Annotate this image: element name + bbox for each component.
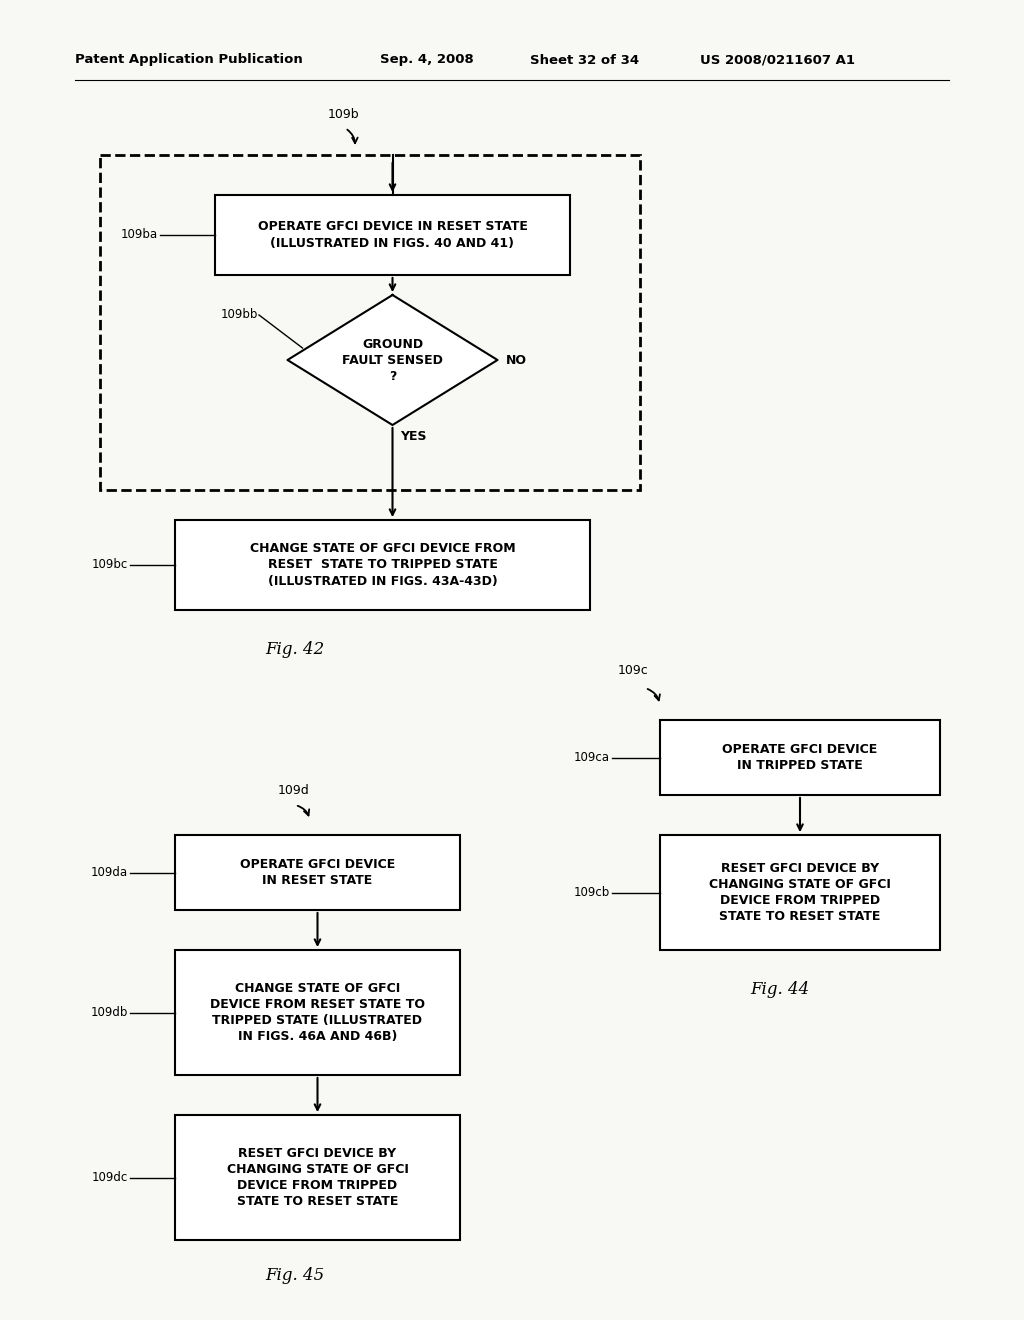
Bar: [100, 154, 640, 490]
Text: YES: YES: [400, 430, 427, 444]
Text: 109b: 109b: [328, 108, 359, 121]
Text: Sheet 32 of 34: Sheet 32 of 34: [530, 54, 639, 66]
Bar: [660, 719, 940, 795]
Text: RESET GFCI DEVICE BY
CHANGING STATE OF GFCI
DEVICE FROM TRIPPED
STATE TO RESET S: RESET GFCI DEVICE BY CHANGING STATE OF G…: [226, 1147, 409, 1208]
Text: 109ba: 109ba: [121, 228, 158, 242]
Text: 109bb: 109bb: [220, 309, 258, 322]
Text: US 2008/0211607 A1: US 2008/0211607 A1: [700, 54, 855, 66]
Polygon shape: [288, 294, 498, 425]
Text: 109da: 109da: [91, 866, 128, 879]
Text: CHANGE STATE OF GFCI
DEVICE FROM RESET STATE TO
TRIPPED STATE (ILLUSTRATED
IN FI: CHANGE STATE OF GFCI DEVICE FROM RESET S…: [210, 982, 425, 1043]
Text: OPERATE GFCI DEVICE IN RESET STATE
(ILLUSTRATED IN FIGS. 40 AND 41): OPERATE GFCI DEVICE IN RESET STATE (ILLU…: [258, 220, 527, 249]
Text: 109c: 109c: [618, 664, 649, 676]
Bar: [175, 836, 460, 909]
Text: NO: NO: [506, 354, 526, 367]
Text: Sep. 4, 2008: Sep. 4, 2008: [380, 54, 474, 66]
Bar: [660, 836, 940, 950]
Text: Fig. 42: Fig. 42: [265, 642, 325, 659]
Bar: [175, 1115, 460, 1239]
Bar: [175, 520, 590, 610]
Text: OPERATE GFCI DEVICE
IN RESET STATE: OPERATE GFCI DEVICE IN RESET STATE: [240, 858, 395, 887]
Text: RESET GFCI DEVICE BY
CHANGING STATE OF GFCI
DEVICE FROM TRIPPED
STATE TO RESET S: RESET GFCI DEVICE BY CHANGING STATE OF G…: [709, 862, 891, 923]
Text: 109dc: 109dc: [92, 1171, 128, 1184]
Text: 109d: 109d: [278, 784, 309, 796]
Bar: [175, 950, 460, 1074]
Text: 109bc: 109bc: [92, 558, 128, 572]
Text: OPERATE GFCI DEVICE
IN TRIPPED STATE: OPERATE GFCI DEVICE IN TRIPPED STATE: [722, 743, 878, 772]
Bar: [215, 195, 570, 275]
Text: Patent Application Publication: Patent Application Publication: [75, 54, 303, 66]
Text: 109ca: 109ca: [574, 751, 610, 764]
Text: 109db: 109db: [91, 1006, 128, 1019]
Text: GROUND
FAULT SENSED
?: GROUND FAULT SENSED ?: [342, 338, 443, 383]
Text: CHANGE STATE OF GFCI DEVICE FROM
RESET  STATE TO TRIPPED STATE
(ILLUSTRATED IN F: CHANGE STATE OF GFCI DEVICE FROM RESET S…: [250, 543, 515, 587]
Text: Fig. 44: Fig. 44: [751, 982, 810, 998]
Text: Fig. 45: Fig. 45: [265, 1266, 325, 1283]
Text: 109cb: 109cb: [573, 886, 610, 899]
